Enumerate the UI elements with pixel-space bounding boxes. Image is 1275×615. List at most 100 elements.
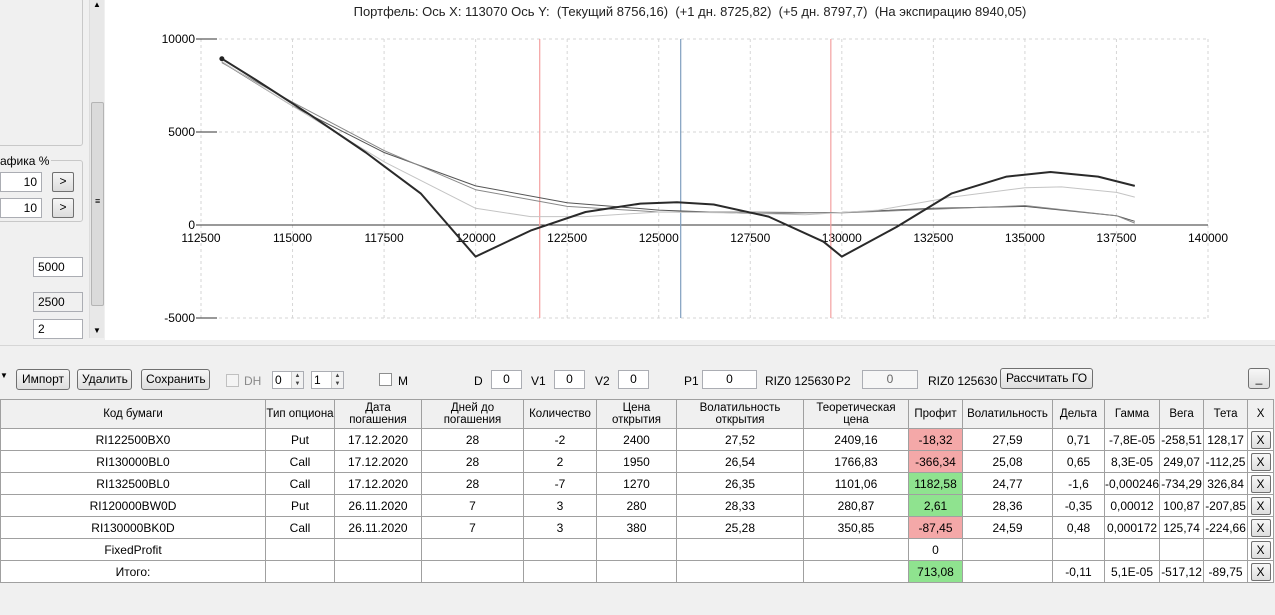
table-cell: 713,08: [908, 560, 963, 583]
table-cell: 380: [596, 516, 677, 539]
remove-row-button[interactable]: X: [1250, 540, 1271, 559]
d-field[interactable]: 0: [491, 370, 522, 389]
dropdown-arrow-icon[interactable]: ▼: [0, 371, 8, 380]
riz-label-1: RIZ0 125630: [765, 374, 835, 388]
column-header[interactable]: Дельта: [1052, 399, 1105, 429]
remove-row-button[interactable]: X: [1250, 518, 1271, 537]
scroll-down-arrow-icon[interactable]: ▼: [93, 326, 101, 335]
scrollbar-thumb[interactable]: ≡: [91, 102, 104, 306]
remove-row-cell: X: [1247, 560, 1275, 583]
payoff-chart: Портфель: Ось X: 113070 Ось Y: (Текущий …: [105, 0, 1275, 340]
table-cell: 17.12.2020: [334, 428, 422, 451]
table-cell: -2: [523, 428, 597, 451]
column-header[interactable]: Код бумаги: [0, 399, 266, 429]
remove-row-button[interactable]: X: [1250, 562, 1271, 581]
v1-field[interactable]: 0: [554, 370, 585, 389]
table-cell: [1103, 538, 1161, 561]
table-cell: -0,000246: [1103, 472, 1161, 495]
column-header[interactable]: Цена открытия: [596, 399, 677, 429]
range-field-1[interactable]: 10: [0, 172, 42, 192]
p2-field: 0: [862, 370, 918, 389]
payoff-series-line: [221, 61, 1135, 222]
table-cell: 1766,83: [803, 450, 909, 473]
table-cell: [265, 538, 335, 561]
v2-field[interactable]: 0: [618, 370, 649, 389]
column-header[interactable]: X: [1247, 399, 1275, 429]
setting-field-a[interactable]: 5000: [33, 257, 83, 277]
table-cell: 2409,16: [803, 428, 909, 451]
table-cell: 8,3E-05: [1103, 450, 1161, 473]
table-cell: 100,87: [1159, 494, 1205, 517]
table-cell: 7: [421, 516, 524, 539]
column-header[interactable]: Тип опциона: [265, 399, 335, 429]
table-row[interactable]: Итого: 713,08 -0,11 5,1E-05 -517,12 -89,75 X: [0, 560, 1275, 583]
column-header[interactable]: Вега: [1159, 399, 1205, 429]
calc-go-button[interactable]: Рассчитать ГО: [1000, 368, 1093, 389]
column-header[interactable]: Волатильность: [962, 399, 1053, 429]
m-checkbox[interactable]: [379, 373, 392, 386]
x-tick-label: 130000: [822, 231, 862, 245]
x-tick-label: 112500: [181, 231, 220, 245]
column-header[interactable]: Тета: [1203, 399, 1249, 429]
column-header[interactable]: Дата погашения: [334, 399, 422, 429]
column-header[interactable]: Профит: [908, 399, 963, 429]
table-cell: RI122500BX0: [0, 428, 266, 451]
spinner-arrows-icon[interactable]: ▲ ▼: [291, 372, 303, 388]
table-cell: 1182,58: [908, 472, 963, 495]
import-button[interactable]: Импорт: [16, 369, 70, 390]
range-field-2[interactable]: 10: [0, 198, 42, 218]
table-row[interactable]: RI122500BX0 Put 17.12.2020 28 -2 2400 27,52 240…: [0, 428, 1275, 451]
remove-row-button[interactable]: X: [1250, 474, 1271, 493]
table-cell: -734,29: [1159, 472, 1205, 495]
table-cell: [334, 560, 422, 583]
column-header[interactable]: Гамма: [1103, 399, 1161, 429]
delete-button[interactable]: Удалить: [77, 369, 132, 390]
table-cell: [1159, 538, 1205, 561]
dh-label: DH: [244, 374, 262, 388]
minimize-button[interactable]: _: [1248, 368, 1270, 389]
table-header-row: Код бумаги Тип опциона Дата погашения Дней …: [0, 399, 1275, 429]
range-next-button-1[interactable]: >: [52, 172, 74, 192]
table-cell: 17.12.2020: [334, 450, 422, 473]
spinner-1[interactable]: 0 ▲ ▼: [272, 371, 304, 389]
table-cell: -18,32: [908, 428, 963, 451]
x-tick-label: 135000: [1005, 231, 1045, 245]
remove-row-button[interactable]: X: [1250, 452, 1271, 471]
panel-scrollbar[interactable]: ▲ ≡ ▼: [89, 0, 104, 338]
dh-checkbox[interactable]: [226, 374, 239, 387]
spinner-arrows-icon[interactable]: ▲ ▼: [331, 372, 343, 388]
save-button[interactable]: Сохранить: [141, 369, 210, 390]
remove-row-button[interactable]: X: [1250, 430, 1271, 449]
setting-field-c[interactable]: 2: [33, 319, 83, 339]
table-cell: RI120000BW0D: [0, 494, 266, 517]
table-row[interactable]: RI130000BK0D Call 26.11.2020 7 3 380 25,28 350,…: [0, 516, 1275, 539]
table-cell: Put: [265, 428, 335, 451]
riz-label-2: RIZ0 125630: [928, 374, 998, 388]
table-cell: [803, 560, 909, 583]
table-cell: 0,00012: [1103, 494, 1161, 517]
range-next-button-2[interactable]: >: [52, 198, 74, 218]
spinner-2[interactable]: 1 ▲ ▼: [311, 371, 344, 389]
y-tick-label: 5000: [168, 125, 195, 139]
x-tick-label: 120000: [456, 231, 496, 245]
scroll-up-arrow-icon[interactable]: ▲: [93, 0, 101, 9]
table-row[interactable]: RI120000BW0D Put 26.11.2020 7 3 280 28,33 280,8…: [0, 494, 1275, 517]
table-row[interactable]: RI132500BL0 Call 17.12.2020 28 -7 1270 26,35 11…: [0, 472, 1275, 495]
table-row[interactable]: RI130000BL0 Call 17.12.2020 28 2 1950 26,54 176…: [0, 450, 1275, 473]
table-cell: [523, 560, 597, 583]
column-header[interactable]: Теоретическая цена: [803, 399, 909, 429]
remove-row-cell: X: [1247, 538, 1275, 561]
cursor-point-marker: [219, 56, 225, 62]
table-cell: 24,77: [962, 472, 1053, 495]
x-tick-label: 132500: [913, 231, 953, 245]
table-row[interactable]: FixedProfit 0 X: [0, 538, 1275, 561]
table-cell: Put: [265, 494, 335, 517]
column-header[interactable]: Волатильность открытия: [676, 399, 804, 429]
table-cell: -112,25: [1203, 450, 1249, 473]
table-cell: -0,35: [1052, 494, 1105, 517]
column-header[interactable]: Количество: [523, 399, 597, 429]
column-header[interactable]: Дней до погашения: [421, 399, 524, 429]
table-cell: 3: [523, 516, 597, 539]
remove-row-button[interactable]: X: [1250, 496, 1271, 515]
p1-field[interactable]: 0: [702, 370, 757, 389]
